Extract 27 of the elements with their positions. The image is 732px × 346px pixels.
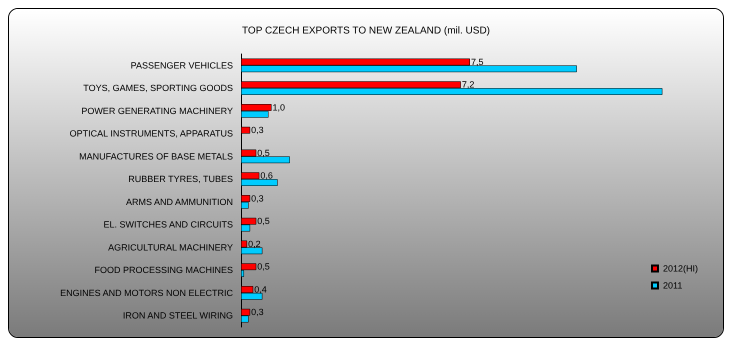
data-label: 0,3 [251, 125, 264, 136]
y-tick-label: POWER GENERATING MACHINERY [81, 106, 233, 116]
y-tick-label: ARMS AND AMMUNITION [126, 196, 233, 207]
data-label: 0,6 [260, 170, 273, 181]
legend-label: 2011 [662, 280, 682, 290]
data-label: 0,5 [257, 148, 270, 158]
data-label: 0,4 [254, 284, 267, 294]
y-tick-label: EL. SWITCHES AND CIRCUITS [103, 220, 233, 230]
y-tick-label: MANUFACTURES OF BASE METALS [79, 151, 233, 162]
data-label: 0,3 [251, 307, 264, 318]
y-tick-label: OPTICAL INSTRUMENTS, APPARATUS [70, 128, 233, 139]
y-tick-label: TOYS, GAMES, SPORTING GOODS [83, 83, 233, 94]
chart-title: TOP CZECH EXPORTS TO NEW ZEALAND (mil. USD) [242, 26, 490, 36]
data-label: 0,5 [257, 216, 270, 226]
y-tick-label: PASSENGER VEHICLES [130, 60, 233, 70]
data-label: 1,0 [272, 102, 286, 112]
y-tick-label: IRON AND STEEL WIRING [122, 310, 233, 321]
data-label: 0,2 [248, 238, 261, 249]
y-tick-label: AGRICULTURAL MACHINERY [108, 242, 233, 252]
legend-label: 2012(HI) [662, 264, 698, 274]
y-tick-label: RUBBER TYRES, TUBES [128, 174, 233, 184]
data-label: 0,3 [251, 193, 264, 204]
y-tick-label: FOOD PROCESSING MACHINES [94, 265, 233, 276]
data-label: 7,5 [471, 56, 484, 67]
y-tick-label: ENGINES AND MOTORS NON ELECTRIC [60, 288, 234, 298]
data-label: 7,2 [462, 80, 474, 90]
data-label: 0,5 [257, 262, 270, 272]
